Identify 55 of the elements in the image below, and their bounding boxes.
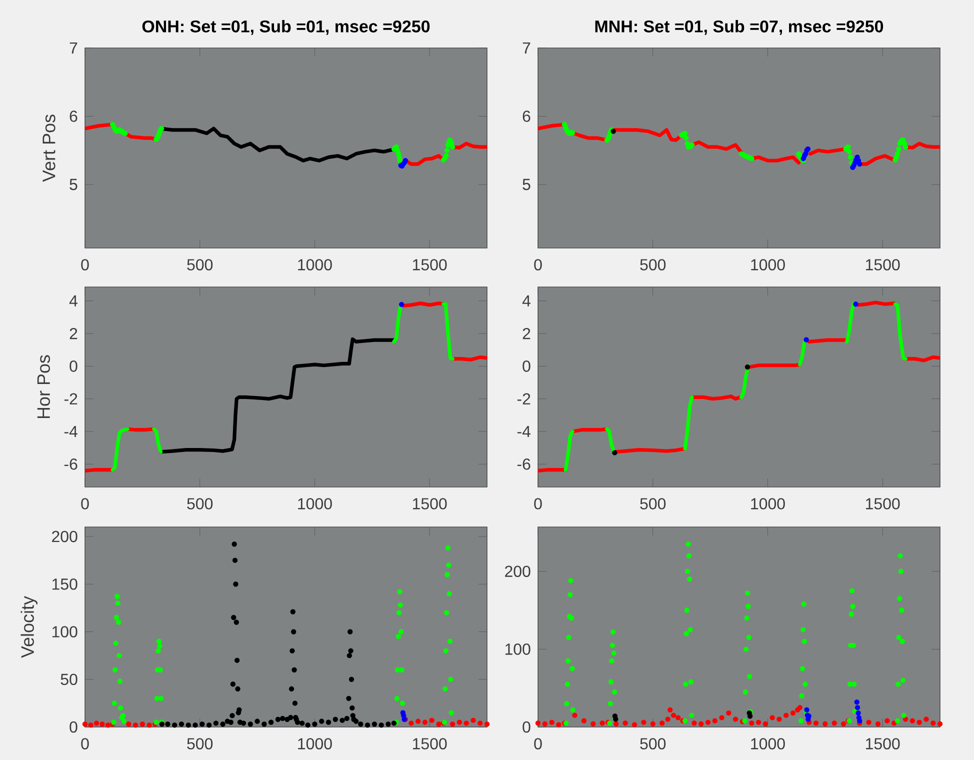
y-tick-label: -4 [64,426,78,437]
y-axis-title: Hor Pos [37,355,50,418]
y-tick-label: -2 [64,393,78,404]
y-tick-label: 2 [522,328,530,340]
x-tick-label: 1500 [866,738,900,750]
x-tick-label: 1000 [298,259,332,270]
y-tick-label: 6 [522,110,530,122]
y-tick-label: -6 [64,458,78,470]
y-tick-label: 4 [69,295,78,306]
x-tick-label: 1000 [751,259,785,270]
x-tick-label: 1000 [751,498,785,510]
y-tick-label: 7 [70,42,78,54]
y-tick-label: -6 [517,458,530,470]
chart-title: ONH: Set =01, Sub =01, msec =9250 [142,20,430,35]
x-tick-label: 500 [187,259,213,270]
x-tick-label: 0 [534,259,542,270]
x-tick-label: 1500 [413,259,447,270]
y-tick-label: 7 [522,42,530,54]
x-tick-label: 1000 [751,738,785,750]
x-tick-label: 0 [81,738,89,750]
x-tick-label: 0 [534,738,542,750]
x-tick-label: 0 [81,259,89,270]
y-tick-label: 0 [522,721,530,733]
x-tick-label: 0 [534,498,542,510]
y-tick-label: 50 [60,674,78,686]
y-axis-title: Vert Pos [42,114,56,182]
y-tick-label: 5 [70,178,78,190]
x-tick-label: 500 [187,498,213,510]
y-tick-label: 0 [522,360,530,372]
x-tick-label: 1500 [413,498,447,510]
y-tick-label: 2 [70,328,78,340]
y-axis-title: Velocity [20,596,38,658]
y-tick-label: 0 [70,360,78,372]
y-tick-label: 4 [522,295,530,306]
y-tick-label: 0 [70,721,78,733]
x-tick-label: 1500 [413,738,447,750]
y-tick-label: 200 [505,566,530,578]
y-tick-label: 100 [52,626,78,638]
y-tick-label: -2 [517,393,530,404]
y-tick-label: 150 [52,578,78,590]
x-tick-label: 1000 [298,498,332,510]
y-tick-label: 6 [70,110,78,122]
x-tick-label: 500 [640,498,666,510]
y-tick-label: -4 [517,426,530,437]
x-tick-label: 500 [640,259,666,270]
x-tick-label: 1000 [298,738,332,750]
chart-title: MNH: Set =01, Sub =07, msec =9250 [595,20,884,35]
x-tick-label: 500 [187,738,213,750]
y-tick-label: 5 [522,178,530,190]
x-tick-label: 1500 [866,498,900,510]
y-tick-label: 100 [505,644,530,655]
y-tick-label: 200 [52,530,78,542]
x-tick-label: 0 [81,498,89,510]
x-tick-label: 1500 [866,259,900,270]
x-tick-label: 500 [640,738,666,750]
